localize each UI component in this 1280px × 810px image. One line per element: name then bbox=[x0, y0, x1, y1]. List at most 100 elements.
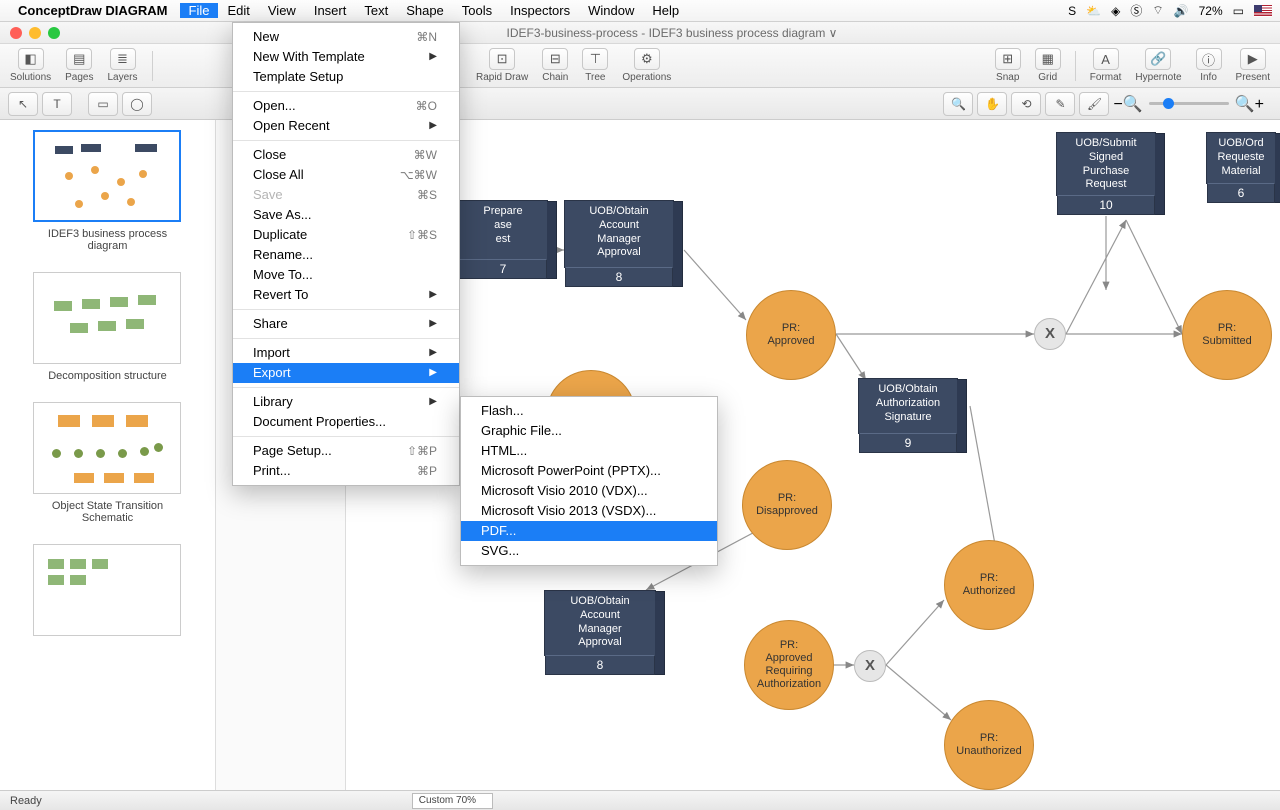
junction-x[interactable]: X bbox=[854, 650, 886, 682]
tb-present[interactable]: ▶Present bbox=[1236, 48, 1270, 83]
junction-x[interactable]: X bbox=[1034, 318, 1066, 350]
zoom-slider[interactable]: −🔍 🔍+ bbox=[1113, 94, 1264, 114]
dropbox-icon[interactable]: ◈ bbox=[1111, 4, 1120, 18]
volume-icon[interactable]: 🔊 bbox=[1174, 4, 1189, 18]
tool-ellipse[interactable]: ◯ bbox=[122, 92, 152, 116]
tb-info[interactable]: ⓘInfo bbox=[1196, 48, 1222, 83]
menuitem-page-setup-[interactable]: Page Setup...⇧⌘P bbox=[233, 441, 459, 461]
flag-icon[interactable] bbox=[1254, 5, 1272, 17]
export-microsoft-visio-vsdx-[interactable]: Microsoft Visio 2013 (VSDX)... bbox=[461, 501, 717, 521]
state-circle[interactable]: PR:ApprovedRequiringAuthorization bbox=[744, 620, 834, 710]
menuitem-print-[interactable]: Print...⌘P bbox=[233, 461, 459, 481]
tb-pages[interactable]: ▤Pages bbox=[65, 48, 93, 83]
zoom-out-icon[interactable]: −🔍 bbox=[1113, 94, 1142, 114]
state-circle[interactable]: PR:Disapproved bbox=[742, 460, 832, 550]
mac-menubar: ConceptDraw DIAGRAM FileEditViewInsertTe… bbox=[0, 0, 1280, 22]
page-thumb[interactable] bbox=[33, 544, 183, 656]
menuitem-move-to-[interactable]: Move To... bbox=[233, 265, 459, 285]
export-svg-[interactable]: SVG... bbox=[461, 541, 717, 561]
close-button[interactable] bbox=[10, 27, 22, 39]
zoom-dropdown[interactable]: Custom 70% bbox=[412, 793, 493, 809]
uob-box[interactable]: UOB/OrdRequesteMaterial6 bbox=[1206, 132, 1276, 184]
page-thumb[interactable]: Object State Transition Schematic bbox=[33, 402, 183, 538]
menuitem-library[interactable]: Library▶ bbox=[233, 392, 459, 412]
uob-box[interactable]: UOB/SubmitSignedPurchaseRequest10 bbox=[1056, 132, 1156, 196]
sync-icon[interactable]: S bbox=[1068, 4, 1076, 18]
menu-help[interactable]: Help bbox=[643, 3, 688, 18]
file-menu: New⌘NNew With Template▶Template Setup Ope… bbox=[232, 22, 460, 486]
page-thumb[interactable]: Decomposition structure bbox=[33, 272, 183, 396]
menuitem-import[interactable]: Import▶ bbox=[233, 343, 459, 363]
menuitem-rename-[interactable]: Rename... bbox=[233, 245, 459, 265]
menu-edit[interactable]: Edit bbox=[218, 3, 258, 18]
export-microsoft-visio-vdx-[interactable]: Microsoft Visio 2010 (VDX)... bbox=[461, 481, 717, 501]
menu-tools[interactable]: Tools bbox=[453, 3, 501, 18]
menubar-right: S ⛅ ◈ Ⓢ ⌔ 🔊 72% ▭ bbox=[1068, 2, 1272, 19]
tb-rapiddraw[interactable]: ⊡Rapid Draw bbox=[476, 48, 528, 83]
page-thumb[interactable]: IDEF3 business process diagram bbox=[33, 130, 183, 266]
tool-rotate[interactable]: ⟲ bbox=[1011, 92, 1041, 116]
tool-brush[interactable]: 🖌 bbox=[1079, 92, 1109, 116]
state-circle[interactable]: PR:Submitted bbox=[1182, 290, 1272, 380]
menuitem-close-all[interactable]: Close All⌥⌘W bbox=[233, 165, 459, 185]
menu-inspectors[interactable]: Inspectors bbox=[501, 3, 579, 18]
menuitem-new[interactable]: New⌘N bbox=[233, 27, 459, 47]
battery-icon[interactable]: ▭ bbox=[1233, 4, 1244, 18]
export-microsoft-powerpoint-pptx-[interactable]: Microsoft PowerPoint (PPTX)... bbox=[461, 461, 717, 481]
menuitem-open-[interactable]: Open...⌘O bbox=[233, 96, 459, 116]
menuitem-new-with-template[interactable]: New With Template▶ bbox=[233, 47, 459, 67]
tb-snap[interactable]: ⊞Snap bbox=[995, 48, 1021, 83]
export-pdf-[interactable]: PDF... bbox=[461, 521, 717, 541]
tb-format[interactable]: AFormat bbox=[1090, 48, 1122, 83]
tool-hand[interactable]: ✋ bbox=[977, 92, 1007, 116]
tool-eyedrop[interactable]: ✎ bbox=[1045, 92, 1075, 116]
cloud-icon[interactable]: ⛅ bbox=[1086, 4, 1101, 18]
tb-hypernote[interactable]: 🔗Hypernote bbox=[1135, 48, 1181, 83]
minimize-button[interactable] bbox=[29, 27, 41, 39]
tb-solutions[interactable]: ◧Solutions bbox=[10, 48, 51, 83]
uob-box[interactable]: UOB/ObtainAccountManagerApproval8 bbox=[564, 200, 674, 268]
tool-text[interactable]: T bbox=[42, 92, 72, 116]
menuitem-export[interactable]: Export▶ bbox=[233, 363, 459, 383]
uob-box[interactable]: UOB/ObtainAuthorizationSignature9 bbox=[858, 378, 958, 434]
tb-operations[interactable]: ⚙Operations bbox=[622, 48, 671, 83]
battery-pct[interactable]: 72% bbox=[1199, 4, 1223, 18]
tb-grid[interactable]: ▦Grid bbox=[1035, 48, 1061, 83]
state-circle[interactable]: PR:Approved bbox=[746, 290, 836, 380]
export-html-[interactable]: HTML... bbox=[461, 441, 717, 461]
menuitem-save-as-[interactable]: Save As... bbox=[233, 205, 459, 225]
wifi-icon[interactable]: ⌔ bbox=[1152, 3, 1163, 18]
menuitem-share[interactable]: Share▶ bbox=[233, 314, 459, 334]
tool-magnify[interactable]: 🔍 bbox=[943, 92, 973, 116]
menu-view[interactable]: View bbox=[259, 3, 305, 18]
app-name[interactable]: ConceptDraw DIAGRAM bbox=[18, 3, 168, 18]
menu-file[interactable]: File bbox=[180, 3, 219, 18]
menuitem-duplicate[interactable]: Duplicate⇧⌘S bbox=[233, 225, 459, 245]
uob-box[interactable]: Prepareaseest7 bbox=[458, 200, 548, 260]
menu-insert[interactable]: Insert bbox=[305, 3, 356, 18]
tb-layers[interactable]: ≣Layers bbox=[108, 48, 138, 83]
menu-window[interactable]: Window bbox=[579, 3, 643, 18]
menuitem-open-recent[interactable]: Open Recent▶ bbox=[233, 116, 459, 136]
tool-pointer[interactable]: ↖ bbox=[8, 92, 38, 116]
zoom-button[interactable] bbox=[48, 27, 60, 39]
export-flash-[interactable]: Flash... bbox=[461, 401, 717, 421]
menuitem-document-properties-[interactable]: Document Properties... bbox=[233, 412, 459, 432]
tb-chain[interactable]: ⊟Chain bbox=[542, 48, 568, 83]
zoom-in-icon[interactable]: 🔍+ bbox=[1235, 94, 1264, 114]
main-toolbar: ◧Solutions ▤Pages ≣Layers ⊡Rapid Draw ⊟C… bbox=[0, 44, 1280, 88]
window-title[interactable]: IDEF3-business-process - IDEF3 business … bbox=[507, 26, 838, 40]
menuitem-close[interactable]: Close⌘W bbox=[233, 145, 459, 165]
uob-box[interactable]: UOB/ObtainAccountManagerApproval8 bbox=[544, 590, 656, 656]
tb-tree[interactable]: ⊤Tree bbox=[582, 48, 608, 83]
state-circle[interactable]: PR:Authorized bbox=[944, 540, 1034, 630]
export-graphic-file-[interactable]: Graphic File... bbox=[461, 421, 717, 441]
state-circle[interactable]: PR:Unauthorized bbox=[944, 700, 1034, 790]
skype-icon[interactable]: Ⓢ bbox=[1130, 2, 1142, 19]
menu-text[interactable]: Text bbox=[355, 3, 397, 18]
menuitem-template-setup[interactable]: Template Setup bbox=[233, 67, 459, 87]
menu-shape[interactable]: Shape bbox=[397, 3, 453, 18]
tool-rect[interactable]: ▭ bbox=[88, 92, 118, 116]
menuitem-revert-to[interactable]: Revert To▶ bbox=[233, 285, 459, 305]
page-thumbnails: IDEF3 business process diagramDecomposit… bbox=[0, 120, 216, 790]
